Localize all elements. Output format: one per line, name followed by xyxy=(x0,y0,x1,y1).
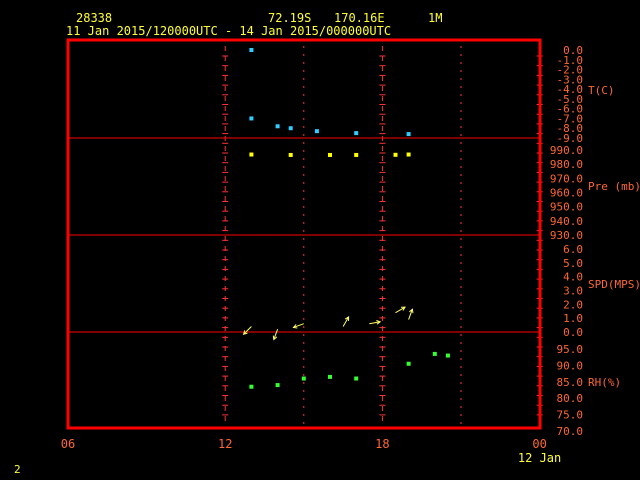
pressure-point xyxy=(406,152,411,157)
pressure-point xyxy=(249,152,254,157)
y-tick-label: 6.0 xyxy=(563,243,583,256)
temperature-point xyxy=(249,48,254,52)
y-tick-label: -5.0 xyxy=(557,93,584,106)
x-day-label: 12 Jan xyxy=(518,451,561,465)
humidity-point xyxy=(301,376,306,381)
humidity-point xyxy=(328,374,332,379)
humidity-point xyxy=(249,384,254,389)
y-tick-label: 960.0 xyxy=(550,187,583,200)
y-tick-label: 970.0 xyxy=(550,172,583,185)
temperature-panel-label: T(C) xyxy=(588,84,615,97)
station-height: 1M xyxy=(428,11,443,25)
y-tick-label: 3.0 xyxy=(563,285,583,298)
temperature-point xyxy=(288,126,293,131)
y-tick-label: 980.0 xyxy=(550,158,583,171)
y-tick-label: 2.0 xyxy=(563,298,583,311)
x-tick-label: 12 xyxy=(218,437,232,451)
humidity-point xyxy=(445,353,450,358)
wind-vector xyxy=(342,316,350,327)
y-tick-label: 90.0 xyxy=(557,359,584,372)
temperature-point xyxy=(354,131,359,136)
y-tick-label: 75.0 xyxy=(557,409,584,422)
x-tick-label: 18 xyxy=(375,437,389,451)
temperature-point xyxy=(275,124,280,129)
wind-vector-head xyxy=(376,320,382,325)
y-tick-label: -4.0 xyxy=(557,83,584,96)
y-tick-label: -8.0 xyxy=(557,122,584,135)
y-tick-label: -6.0 xyxy=(557,103,584,116)
wind-vector-head xyxy=(272,335,278,341)
y-tick-label: 0.0 xyxy=(563,326,583,339)
x-tick-label: 00 xyxy=(532,437,546,451)
y-tick-label: 85.0 xyxy=(557,376,584,389)
y-tick-label: -9.0 xyxy=(557,132,584,145)
wind-vector xyxy=(408,309,413,320)
station-longitude: 170.16E xyxy=(334,11,385,25)
wind-vector xyxy=(293,323,304,328)
humidity-point xyxy=(354,376,359,381)
y-tick-label: 990.0 xyxy=(550,144,583,157)
y-tick-label: 70.0 xyxy=(557,425,584,438)
wind-vector-head xyxy=(401,306,406,311)
y-tick-label: 4.0 xyxy=(563,271,583,284)
page-number: 2 xyxy=(14,463,21,476)
wind-panel-label: SPD(MPS) xyxy=(588,278,640,291)
wind-vector xyxy=(395,306,406,314)
y-tick-label: -7.0 xyxy=(557,112,584,125)
y-tick-label: -1.0 xyxy=(557,54,584,67)
pressure-panel-label: Pre (mb) xyxy=(588,180,640,193)
temperature-point xyxy=(249,116,254,121)
humidity-point xyxy=(432,351,437,356)
humidity-point xyxy=(275,383,280,388)
wind-vector-head xyxy=(292,324,298,329)
wind-vector-head xyxy=(409,308,414,314)
temperature-point xyxy=(406,132,411,137)
wind-vector xyxy=(243,326,252,335)
temperature-point xyxy=(314,129,319,134)
y-tick-label: -2.0 xyxy=(557,64,584,77)
plot-frame xyxy=(66,38,542,430)
y-tick-label: 930.0 xyxy=(550,229,583,242)
wind-vector-head xyxy=(242,330,248,335)
station-latitude: 72.19S xyxy=(268,11,312,25)
y-tick-label: 95.0 xyxy=(557,343,584,356)
x-tick-label: 06 xyxy=(61,437,75,451)
pressure-point xyxy=(393,152,398,157)
humidity-point xyxy=(406,361,411,366)
pressure-point xyxy=(328,152,332,157)
y-tick-label: 950.0 xyxy=(550,201,583,214)
pressure-point xyxy=(288,152,293,157)
pressure-point xyxy=(354,152,359,157)
y-tick-label: 5.0 xyxy=(563,257,583,270)
wind-vector xyxy=(369,321,381,325)
wind-vector-head xyxy=(344,316,350,321)
wind-vector xyxy=(273,329,279,340)
humidity-panel-label: RH(%) xyxy=(588,376,621,389)
y-tick-label: -3.0 xyxy=(557,73,584,86)
time-period: 11 Jan 2015/120000UTC - 14 Jan 2015/0000… xyxy=(66,24,392,38)
y-tick-label: 0.0 xyxy=(563,44,583,57)
y-tick-label: 1.0 xyxy=(563,312,583,325)
y-tick-label: 940.0 xyxy=(550,215,583,228)
station-id: 28338 xyxy=(76,11,113,25)
y-tick-label: 80.0 xyxy=(557,392,584,405)
